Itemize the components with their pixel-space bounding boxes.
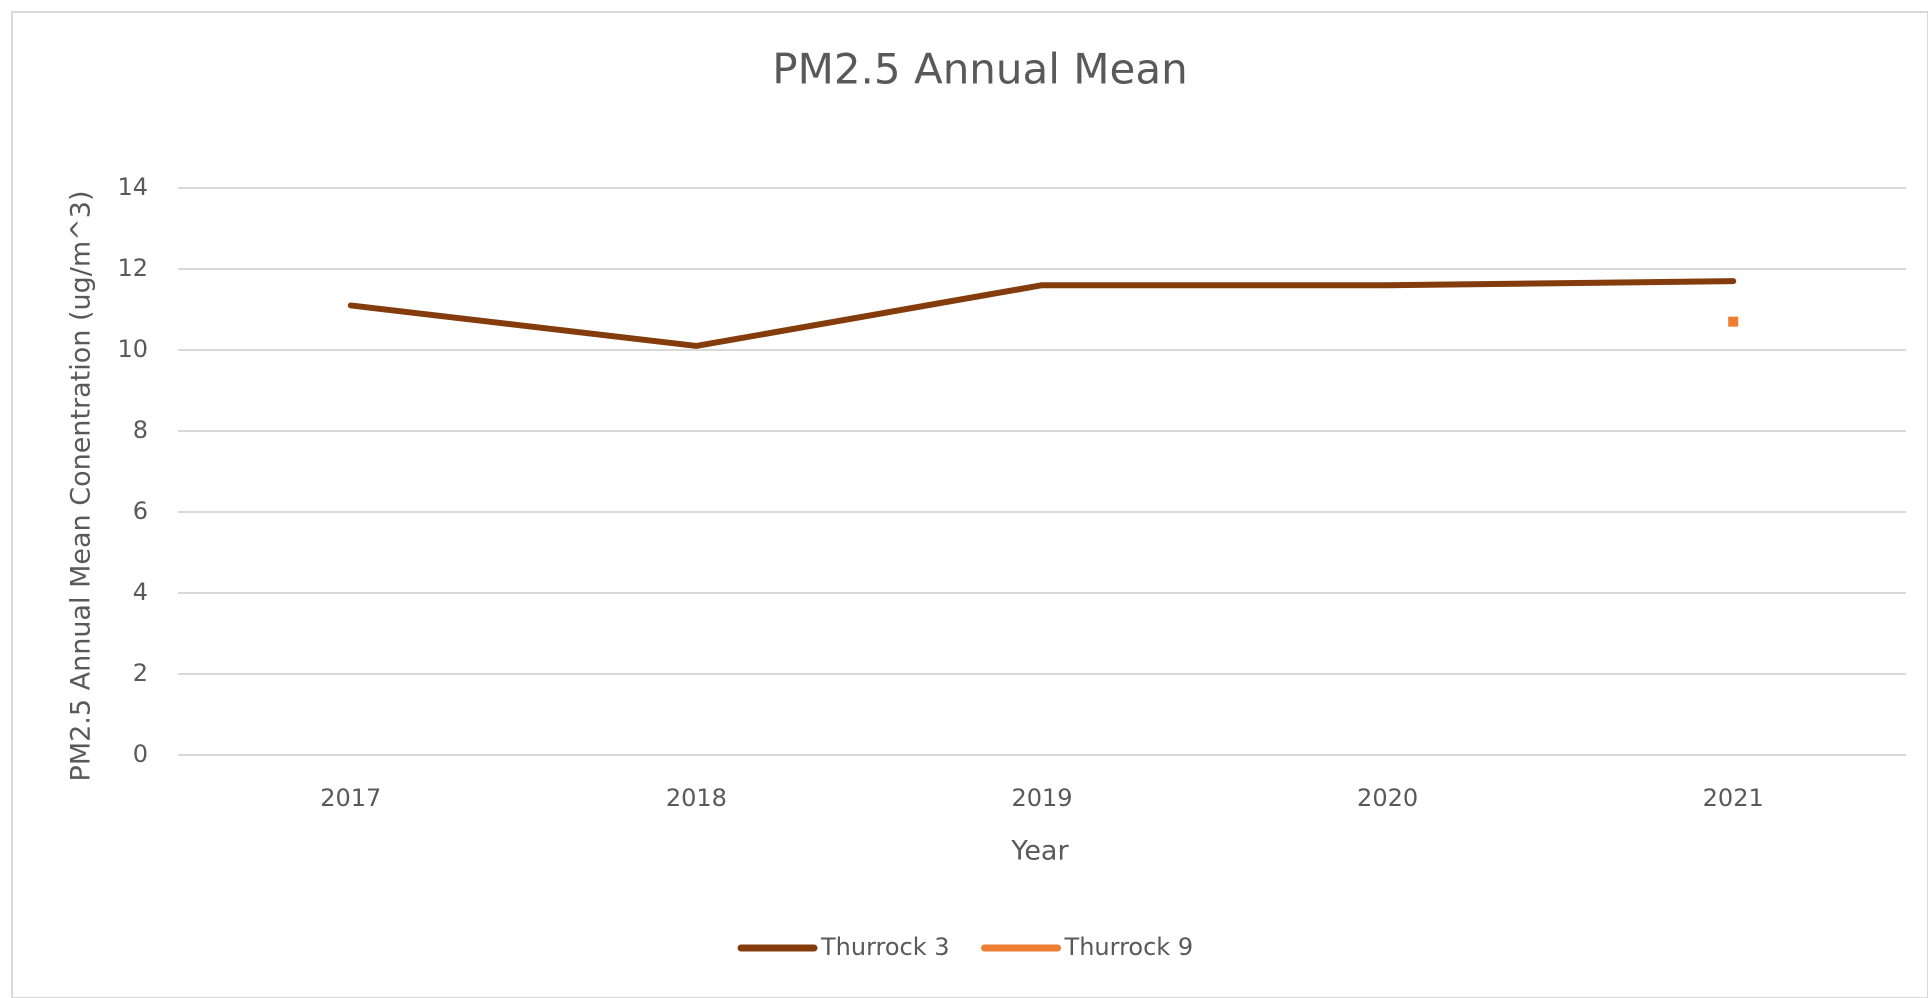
y-tick-label: 0 <box>133 740 148 768</box>
chart-border <box>11 11 1928 998</box>
y-tick-label: 10 <box>117 335 148 363</box>
legend-label: Thurrock 3 <box>820 933 950 961</box>
y-tick-label: 2 <box>133 659 148 687</box>
x-tick-label: 2019 <box>1011 784 1072 812</box>
x-tick-label: 2020 <box>1357 784 1418 812</box>
y-tick-label: 4 <box>133 578 148 606</box>
series-line <box>347 278 1737 349</box>
y-tick-label: 8 <box>133 416 148 444</box>
x-tick-label: 2017 <box>320 784 381 812</box>
x-tick-label: 2021 <box>1703 784 1764 812</box>
x-axis-title: Year <box>1010 836 1069 867</box>
y-tick-label: 6 <box>133 497 148 525</box>
x-tick-label: 2018 <box>666 784 727 812</box>
y-tick-label: 14 <box>117 173 148 201</box>
line-point <box>1728 316 1739 327</box>
y-axis-title: PM2.5 Annual Mean Conentration (ug/m^3) <box>66 191 97 782</box>
legend-label: Thurrock 9 <box>1064 933 1194 961</box>
chart-title: PM2.5 Annual Mean <box>772 45 1188 94</box>
y-tick-label: 12 <box>117 254 148 282</box>
